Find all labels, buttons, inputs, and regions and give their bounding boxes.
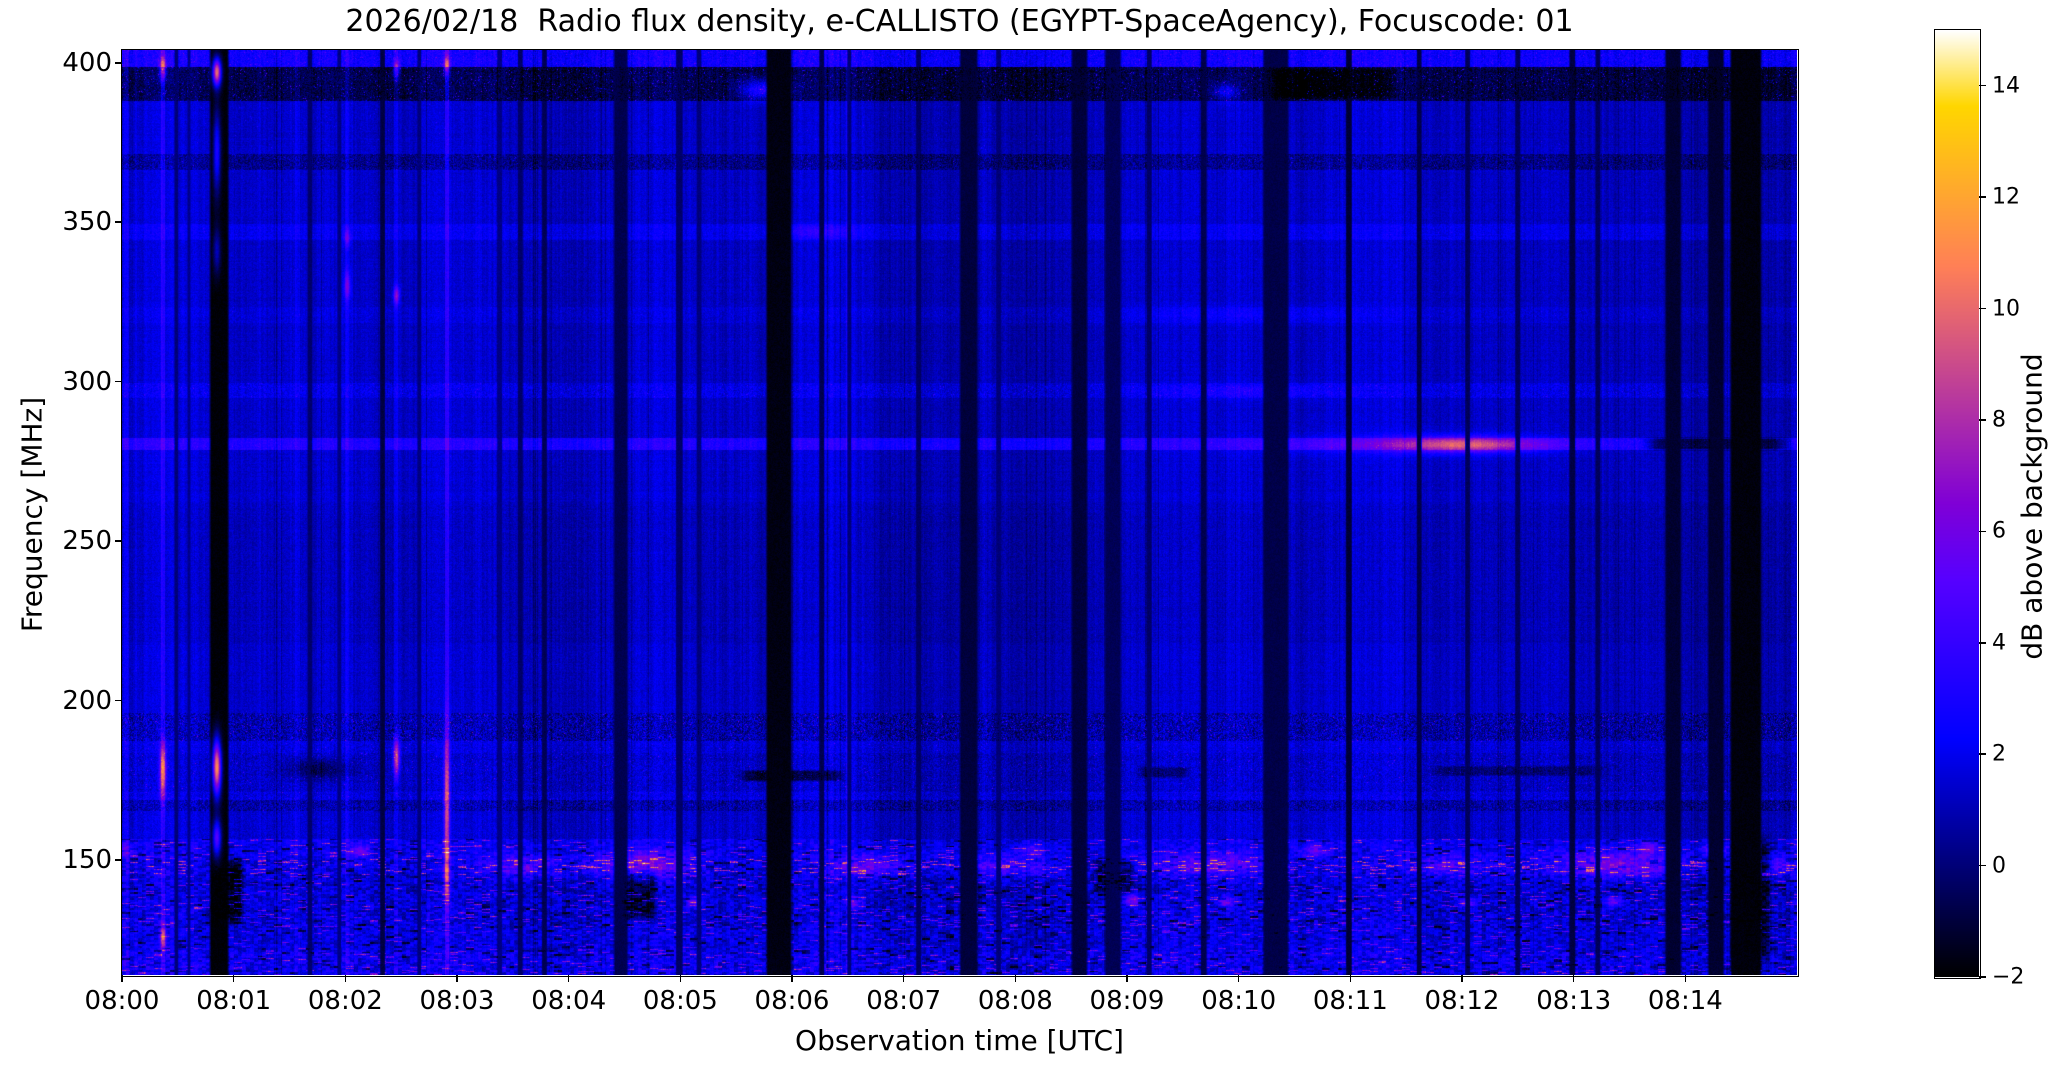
y-tick-mark xyxy=(115,380,122,383)
colorbar-tick-mark xyxy=(1979,307,1986,310)
colorbar-tick-label: 14 xyxy=(1992,73,2020,99)
x-tick-label: 08:01 xyxy=(196,986,272,1016)
x-tick-mark xyxy=(232,975,235,982)
x-tick-label: 08:14 xyxy=(1647,986,1723,1016)
colorbar-tick-mark xyxy=(1979,196,1986,198)
x-tick-mark xyxy=(1237,975,1240,982)
colorbar-tick-label: 12 xyxy=(1992,184,2020,210)
y-tick-label: 400 xyxy=(62,47,112,78)
y-tick-label: 200 xyxy=(62,685,112,716)
colorbar-tick-mark xyxy=(1979,530,1986,533)
x-tick-label: 08:04 xyxy=(531,986,607,1016)
colorbar-tick-mark xyxy=(1979,84,1986,87)
x-axis-label: Observation time [UTC] xyxy=(795,1024,1124,1057)
x-tick-mark xyxy=(1014,975,1017,982)
colorbar-tick-label: 8 xyxy=(1992,407,2006,433)
x-tick-label: 08:11 xyxy=(1312,986,1388,1016)
y-tick-label: 150 xyxy=(62,845,112,876)
colorbar-tick-mark xyxy=(1979,753,1986,755)
x-tick-mark xyxy=(902,975,905,982)
y-tick-mark xyxy=(115,540,122,542)
colorbar-tick-label: 4 xyxy=(1992,630,2006,656)
colorbar-tick-label: 0 xyxy=(1992,853,2006,879)
x-tick-label: 08:12 xyxy=(1424,986,1500,1016)
x-tick-mark xyxy=(1684,975,1687,982)
x-tick-label: 08:10 xyxy=(1201,986,1277,1016)
y-tick-mark xyxy=(115,221,122,223)
x-tick-label: 08:03 xyxy=(419,986,495,1016)
colorbar-tick-mark xyxy=(1979,642,1986,644)
y-tick-mark xyxy=(115,699,122,702)
page-title: 2026/02/18 Radio flux density, e-CALLIST… xyxy=(345,4,1574,39)
x-tick-label: 08:09 xyxy=(1089,986,1165,1016)
y-tick-label: 350 xyxy=(62,207,112,238)
colorbar-tick-label: 6 xyxy=(1992,518,2006,544)
colorbar-tick-mark xyxy=(1979,864,1986,867)
x-tick-mark xyxy=(121,975,123,982)
x-tick-mark xyxy=(791,975,793,982)
colorbar-tick-label: −2 xyxy=(1992,964,2025,990)
x-tick-mark xyxy=(1349,975,1352,982)
colorbar-tick-label: 2 xyxy=(1992,741,2006,767)
x-tick-label: 08:02 xyxy=(307,986,383,1016)
x-tick-mark xyxy=(1126,975,1128,982)
y-tick-label: 250 xyxy=(62,526,112,557)
x-tick-mark xyxy=(344,975,347,982)
colorbar-tick-mark xyxy=(1979,976,1986,978)
x-tick-label: 08:05 xyxy=(642,986,718,1016)
x-tick-mark xyxy=(679,975,682,982)
x-tick-mark xyxy=(567,975,570,982)
colorbar-gradient-canvas xyxy=(1935,30,1979,977)
colorbar-tick-label: 10 xyxy=(1992,296,2020,322)
y-tick-mark xyxy=(115,62,122,64)
x-tick-label: 08:07 xyxy=(866,986,942,1016)
x-tick-label: 08:08 xyxy=(977,986,1053,1016)
x-tick-mark xyxy=(1572,975,1575,982)
colorbar-tick-mark xyxy=(1979,419,1986,421)
x-tick-label: 08:06 xyxy=(754,986,830,1016)
y-tick-mark xyxy=(115,859,122,861)
x-tick-mark xyxy=(456,975,458,982)
colorbar-label: dB above background xyxy=(2015,353,2049,660)
x-tick-label: 08:13 xyxy=(1536,986,1612,1016)
x-tick-label: 08:00 xyxy=(84,986,160,1016)
spectrogram-heatmap-canvas xyxy=(122,50,1797,975)
y-tick-label: 300 xyxy=(62,366,112,397)
x-tick-mark xyxy=(1461,975,1463,982)
